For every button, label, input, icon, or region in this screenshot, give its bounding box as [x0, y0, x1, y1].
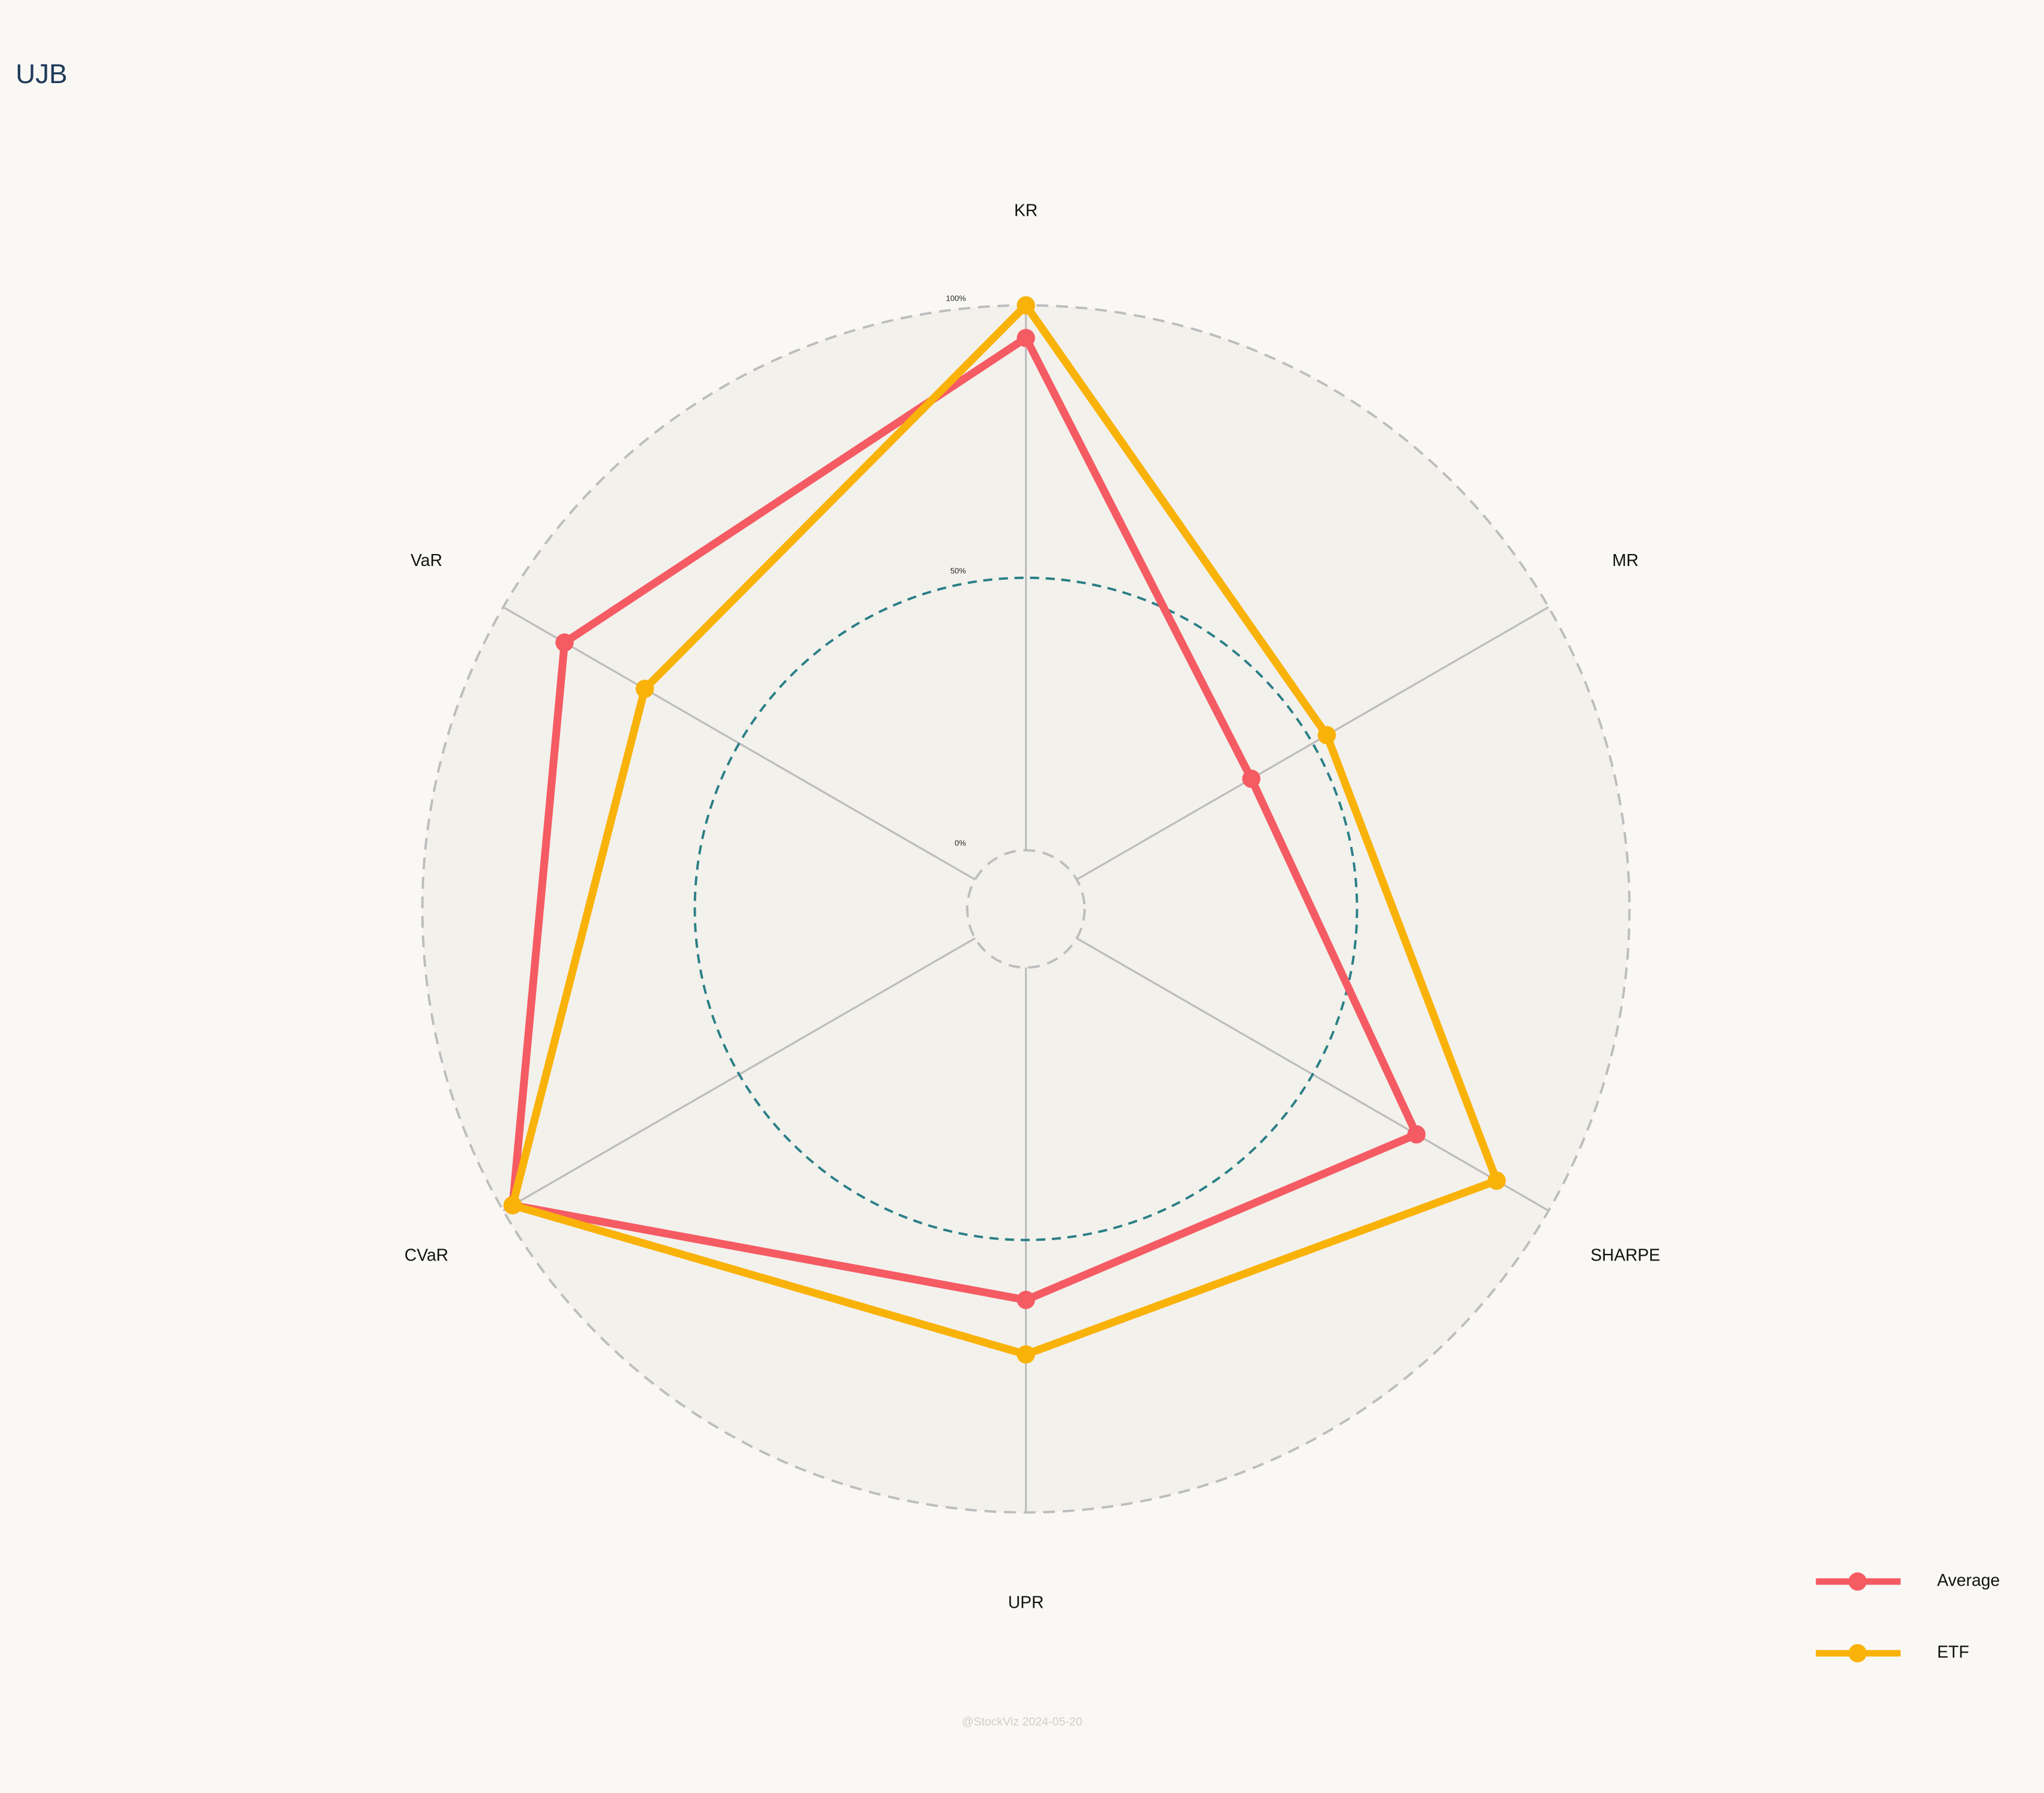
legend-label[interactable]: Average	[1937, 1571, 2000, 1590]
category-label: KR	[1014, 201, 1038, 220]
data-point	[1317, 726, 1336, 745]
data-point	[1487, 1171, 1506, 1190]
r-tick-label: 0%	[954, 839, 966, 847]
grid-ring	[693, 576, 1358, 1241]
category-label: CVaR	[405, 1246, 449, 1265]
data-point	[503, 1196, 522, 1214]
legend-label[interactable]: ETF	[1937, 1643, 1969, 1662]
category-label: VaR	[411, 551, 442, 570]
data-point	[1017, 296, 1035, 315]
r-tick-label: 100%	[946, 293, 966, 302]
category-label: SHARPE	[1590, 1246, 1660, 1265]
data-point	[1017, 329, 1035, 347]
data-point	[555, 633, 574, 652]
data-point	[635, 680, 654, 698]
data-point	[1017, 1290, 1035, 1309]
category-label: UPR	[1008, 1593, 1044, 1613]
data-point	[1017, 1345, 1035, 1364]
legend-marker	[1848, 1572, 1867, 1591]
chart-title: UJB	[16, 59, 68, 89]
axis-line	[1076, 606, 1549, 881]
category-label: MR	[1612, 551, 1639, 570]
data-point	[1242, 769, 1260, 788]
legend-marker	[1848, 1644, 1867, 1663]
grid-ring	[966, 849, 1086, 969]
data-point	[1407, 1125, 1426, 1144]
r-tick-label: 50%	[950, 566, 966, 575]
footer: @StockViz 2024-05-20	[962, 1715, 1082, 1728]
